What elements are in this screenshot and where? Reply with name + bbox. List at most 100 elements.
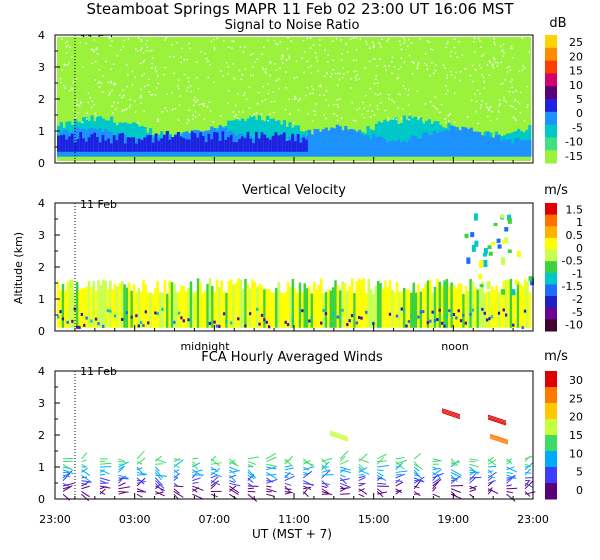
snr-speckle	[479, 92, 481, 95]
wind-barb	[432, 472, 441, 479]
panel-1-colorbar-label: 0	[576, 242, 583, 255]
snr-speckle	[242, 94, 245, 96]
snr-mid-layer	[413, 135, 418, 157]
velocity-column	[395, 282, 399, 328]
velocity-cell	[256, 307, 259, 311]
snr-speckle	[222, 75, 225, 77]
snr-mid-layer	[397, 139, 401, 157]
snr-speckle	[122, 45, 125, 48]
velocity-column	[116, 286, 119, 328]
snr-speckle	[148, 90, 151, 93]
velocity-cell	[78, 325, 81, 329]
panel-2-colorbar-label: 25	[569, 392, 583, 405]
snr-speckle	[146, 39, 149, 42]
snr-speckle	[505, 101, 507, 103]
snr-speckle	[173, 72, 176, 74]
snr-speckle	[336, 98, 338, 101]
snr-speckle	[477, 122, 479, 125]
snr-speckle	[417, 64, 419, 66]
snr-speckle	[439, 111, 441, 114]
snr-speckle	[523, 67, 526, 69]
velocity-cell	[308, 319, 311, 323]
snr-speckle	[75, 99, 78, 102]
snr-speckle	[388, 119, 390, 121]
snr-speckle	[263, 46, 265, 48]
snr-speckle	[526, 85, 528, 88]
velocity-column	[286, 281, 290, 328]
snr-speckle	[435, 64, 437, 66]
wind-barb	[376, 453, 387, 460]
snr-speckle	[434, 69, 437, 72]
panel-2-frame	[54, 370, 534, 500]
velocity-column	[244, 278, 247, 328]
wind-barb	[413, 469, 419, 476]
snr-speckle	[417, 62, 420, 64]
snr-speckle	[424, 62, 426, 65]
snr-low-layer	[394, 117, 398, 157]
snr-mid-layer	[330, 127, 334, 157]
snr-speckle	[151, 62, 153, 65]
snr-speckle	[450, 50, 452, 53]
snr-speckle	[207, 76, 209, 79]
snr-speckle	[231, 40, 233, 42]
wind-barb	[136, 466, 145, 476]
velocity-column	[199, 282, 202, 328]
velocity-column	[308, 285, 311, 328]
velocity-cloud-cell	[514, 279, 519, 285]
velocity-cloud-cell	[504, 227, 509, 232]
snr-speckle	[183, 73, 186, 76]
velocity-column	[474, 286, 477, 328]
snr-speckle	[306, 113, 309, 115]
wind-barb	[266, 472, 277, 480]
snr-core-layer	[123, 143, 128, 152]
velocity-column	[305, 288, 309, 328]
snr-speckle	[500, 83, 502, 85]
snr-speckle	[86, 112, 88, 115]
wind-barb	[321, 469, 331, 479]
wind-barb	[395, 473, 402, 476]
wind-barb	[469, 485, 477, 490]
snr-speckle	[126, 64, 128, 66]
snr-speckle	[144, 85, 146, 88]
snr-speckle	[251, 53, 254, 55]
snr-core-layer	[176, 132, 181, 152]
velocity-column	[384, 280, 387, 328]
wind-barb	[266, 463, 278, 468]
snr-core-layer	[118, 133, 122, 152]
snr-mid-layer	[316, 129, 320, 157]
snr-speckle	[486, 106, 489, 109]
snr-speckle	[391, 61, 393, 63]
snr-speckle	[504, 79, 506, 81]
snr-core-layer	[87, 137, 91, 152]
snr-core-layer	[201, 136, 206, 152]
wind-barb	[99, 485, 111, 489]
snr-low-layer	[416, 120, 420, 157]
snr-speckle	[148, 78, 150, 81]
snr-speckle	[81, 121, 84, 124]
snr-speckle	[388, 65, 390, 67]
velocity-column	[182, 285, 186, 328]
velocity-column	[407, 290, 411, 328]
snr-mid-layer	[352, 129, 356, 157]
velocity-column	[201, 293, 205, 328]
snr-speckle	[279, 40, 282, 43]
snr-speckle	[279, 67, 281, 69]
wind-barb	[487, 470, 494, 473]
snr-speckle	[109, 37, 112, 39]
snr-core-layer	[135, 143, 139, 152]
snr-speckle	[288, 57, 291, 59]
wind-barb	[469, 466, 479, 475]
velocity-column	[464, 285, 468, 328]
wind-barb	[321, 491, 333, 496]
panel-2-ytick-label: 3	[38, 397, 45, 410]
snr-mid-layer	[346, 129, 351, 157]
winds-units: m/s	[544, 349, 568, 364]
snr-core-layer	[151, 142, 155, 152]
snr-speckle	[367, 110, 369, 112]
snr-speckle	[269, 62, 272, 64]
snr-speckle	[303, 51, 306, 53]
snr-core-layer	[232, 142, 236, 152]
wind-barb	[506, 458, 513, 465]
velocity-column	[137, 287, 141, 328]
wind-barb	[192, 485, 204, 491]
